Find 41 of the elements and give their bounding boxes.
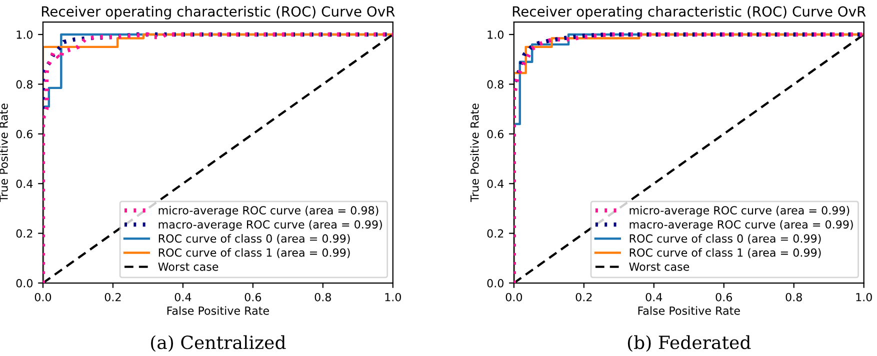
chart-title: Receiver operating characteristic (ROC) Curve OvR: [512, 6, 866, 20]
y-tick-label: 0.0: [487, 278, 504, 288]
y-tick-label: 0.2: [16, 229, 32, 238]
y-tick-label: 0.8: [16, 80, 32, 89]
legend-label: ROC curve of class 1 (area = 0.99): [158, 248, 350, 258]
x-tick-label: 0.4: [646, 292, 662, 302]
y-tick-label: 1.0: [488, 30, 504, 39]
legend-label: ROC curve of class 1 (area = 0.99): [630, 248, 821, 258]
x-tick-label: 0.4: [174, 292, 192, 302]
x-axis-title: False Positive Rate: [167, 306, 269, 315]
legend-label: macro-average ROC curve (area = 0.99): [158, 220, 382, 231]
x-axis-title: False Positive Rate: [638, 306, 740, 315]
text: (b) Federated: [628, 335, 751, 352]
legend-label: Worst case: [629, 262, 690, 271]
x-tick-label: 0.0: [34, 292, 52, 302]
x-tick-label: 1.0: [856, 292, 872, 302]
y-tick-label: 0.6: [16, 130, 33, 138]
text: (a) Centralized: [151, 335, 286, 352]
y-tick-label: 0.6: [487, 130, 504, 138]
y-tick-label: 0.8: [487, 80, 504, 89]
chart-title: Receiver operating characteristic (ROC) Curve OvR: [42, 6, 395, 20]
x-tick-label: 0.0: [506, 292, 522, 302]
y-tick-label: 0.0: [16, 278, 33, 288]
x-tick-label: 0.2: [104, 292, 121, 302]
x-tick-label: 0.6: [244, 292, 262, 302]
y-axis-title: True Positive Rate: [470, 104, 479, 202]
x-tick-label: 0.2: [576, 292, 592, 302]
legend-label: macro-average ROC curve (area = 0.99): [630, 220, 853, 231]
y-tick-label: 0.2: [487, 229, 504, 238]
x-tick-label: 1.0: [385, 292, 401, 302]
legend-label: ROC curve of class 0 (area = 0.99): [630, 234, 821, 244]
y-tick-label: 0.4: [16, 180, 33, 188]
x-tick-label: 0.8: [314, 292, 331, 302]
legend-label: micro-average ROC curve (area = 0.99): [630, 206, 850, 217]
legend-label: micro-average ROC curve (area = 0.98): [158, 206, 378, 217]
y-tick-label: 1.0: [16, 30, 33, 39]
x-tick-label: 0.8: [786, 292, 802, 302]
legend-label: Worst case: [158, 262, 218, 271]
y-tick-label: 0.4: [487, 180, 504, 188]
x-tick-label: 0.6: [716, 292, 732, 302]
legend-label: ROC curve of class 0 (area = 0.99): [158, 234, 350, 244]
